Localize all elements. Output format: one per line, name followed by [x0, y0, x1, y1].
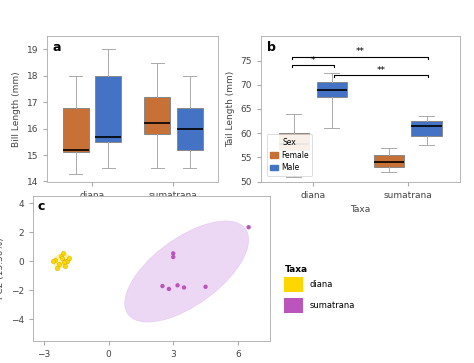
Point — [49, 258, 56, 264]
Point — [65, 255, 73, 261]
Text: **: ** — [356, 47, 365, 56]
Point — [51, 257, 58, 263]
Point — [169, 254, 177, 260]
PathPatch shape — [411, 121, 442, 135]
Ellipse shape — [53, 253, 71, 268]
Ellipse shape — [125, 221, 249, 322]
Point — [202, 284, 210, 290]
Point — [180, 285, 188, 290]
X-axis label: Taxa: Taxa — [123, 205, 143, 214]
PathPatch shape — [317, 82, 347, 97]
Point — [53, 265, 61, 271]
Point — [169, 250, 177, 256]
Text: b: b — [267, 41, 275, 54]
Legend: Female, Male: Female, Male — [266, 134, 312, 176]
Point — [60, 250, 67, 256]
Text: Taxa: Taxa — [284, 265, 308, 274]
Point — [245, 224, 253, 230]
Point — [165, 286, 173, 292]
Text: **: ** — [377, 66, 385, 74]
Point — [62, 263, 69, 269]
Point — [61, 259, 68, 265]
Point — [58, 256, 66, 261]
PathPatch shape — [144, 97, 170, 134]
Y-axis label: Tail Length (mm): Tail Length (mm) — [226, 71, 235, 147]
Text: sumatrana: sumatrana — [310, 301, 355, 310]
Y-axis label: Bill Length (mm): Bill Length (mm) — [12, 71, 21, 147]
PathPatch shape — [177, 107, 202, 150]
Point — [159, 283, 166, 289]
Text: diana: diana — [310, 280, 333, 289]
Point — [57, 253, 65, 259]
PathPatch shape — [374, 155, 404, 167]
Bar — [284, 277, 303, 292]
Point — [174, 282, 182, 288]
PathPatch shape — [95, 76, 121, 142]
Point — [63, 258, 70, 264]
Point — [62, 258, 69, 264]
Point — [55, 261, 63, 266]
Bar — [284, 298, 303, 313]
PathPatch shape — [279, 133, 309, 150]
Text: c: c — [38, 200, 46, 213]
Text: *: * — [310, 56, 315, 65]
PathPatch shape — [63, 107, 89, 152]
X-axis label: Taxa: Taxa — [350, 205, 370, 214]
Text: a: a — [53, 41, 61, 54]
Y-axis label: PC2 (13.50%): PC2 (13.50%) — [0, 238, 6, 299]
